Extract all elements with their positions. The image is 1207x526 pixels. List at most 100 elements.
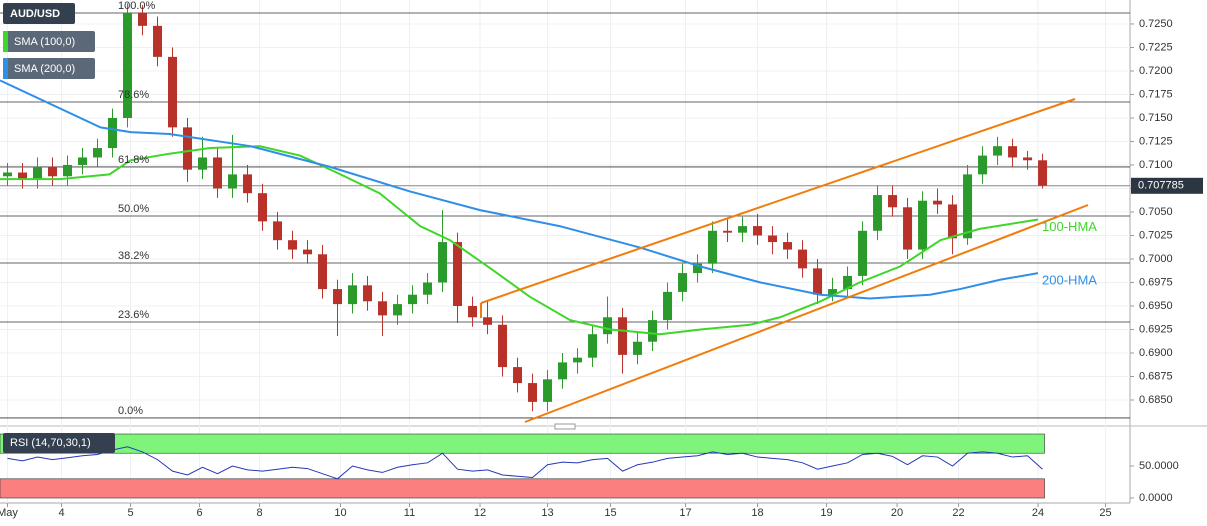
y-tick-label: 0.0000 xyxy=(1139,492,1173,504)
x-tick-label: May xyxy=(0,507,18,519)
candle-body xyxy=(258,193,268,222)
legend-entry: SMA (100,0) xyxy=(14,36,75,48)
last-price-box xyxy=(1131,177,1203,194)
series-label: 100-HMA xyxy=(1042,219,1097,234)
candle-body xyxy=(108,117,118,149)
fib-label: 23.6% xyxy=(118,309,149,321)
candle-body xyxy=(918,200,928,250)
y-tick-label: 0.7200 xyxy=(1139,65,1173,77)
candle-body xyxy=(438,242,448,283)
candle-body xyxy=(198,157,208,170)
candle-body xyxy=(588,334,598,358)
y-tick-label: 0.7225 xyxy=(1139,41,1173,53)
candle-body xyxy=(723,230,733,233)
y-tick-label: 0.7100 xyxy=(1139,159,1173,171)
candle-body xyxy=(963,174,973,239)
candle-body xyxy=(558,362,568,380)
candle-body xyxy=(888,195,898,208)
candle-body xyxy=(378,301,388,316)
candle-body xyxy=(183,127,193,170)
candle-body xyxy=(978,155,988,175)
legend-box xyxy=(3,31,95,52)
candle-body xyxy=(288,240,298,250)
candle-body xyxy=(318,254,328,290)
candle-body xyxy=(78,157,88,165)
candle-body xyxy=(528,383,538,402)
candle-body xyxy=(483,317,493,325)
candle-body xyxy=(663,291,673,321)
candle-body xyxy=(828,289,838,295)
last-price: 0.707785 xyxy=(1138,180,1184,192)
candle-body xyxy=(678,273,688,292)
candle-body xyxy=(738,226,748,233)
trend-line xyxy=(480,98,1076,304)
candle-body xyxy=(1038,160,1048,186)
y-tick-label: 0.7175 xyxy=(1139,88,1173,100)
candle-body xyxy=(513,367,523,384)
candle-body xyxy=(618,317,628,355)
candle-body xyxy=(228,174,238,189)
candle-body xyxy=(933,200,943,205)
symbol: AUD/USD xyxy=(10,8,60,20)
pane-handle xyxy=(554,423,576,430)
candle-body xyxy=(453,242,463,306)
candle-body xyxy=(813,268,823,295)
rsi-band xyxy=(0,478,1045,499)
candle-body xyxy=(873,195,883,231)
y-tick-label: 0.6925 xyxy=(1139,323,1173,335)
candle-body xyxy=(1008,146,1018,158)
x-tick-label: 24 xyxy=(1032,507,1044,519)
candle-body xyxy=(138,12,148,26)
y-tick-label: 0.6850 xyxy=(1139,394,1173,406)
legend-swatch xyxy=(3,58,8,79)
candle-body xyxy=(993,146,1003,156)
y-tick-label: 0.7050 xyxy=(1139,206,1173,218)
legend-box xyxy=(3,58,95,79)
candle-body xyxy=(753,226,763,236)
x-tick-label: 19 xyxy=(820,507,832,519)
y-tick-label: 0.6950 xyxy=(1139,300,1173,312)
y-tick-label: 0.7250 xyxy=(1139,18,1173,30)
candle-body xyxy=(498,324,508,368)
y-tick-label: 0.7025 xyxy=(1139,229,1173,241)
legend-entry: SMA (200,0) xyxy=(14,63,75,75)
rsi-line xyxy=(7,446,1043,480)
y-tick-label: 0.6875 xyxy=(1139,370,1173,382)
candle-body xyxy=(603,317,613,335)
candle-body xyxy=(303,249,313,255)
fib-label: 100.0% xyxy=(118,0,156,12)
candle-body xyxy=(48,166,58,177)
x-tick-label: 18 xyxy=(751,507,763,519)
candle-body xyxy=(783,242,793,250)
candle-body xyxy=(468,305,478,318)
y-tick-label: 0.7000 xyxy=(1139,253,1173,265)
y-tick-label: 0.7150 xyxy=(1139,112,1173,124)
symbol-box xyxy=(3,3,75,24)
rsi-band xyxy=(0,433,1045,454)
series-label: 200-HMA xyxy=(1042,273,1097,288)
x-tick-label: 20 xyxy=(891,507,903,519)
candle-body xyxy=(363,285,373,302)
fib-label: 78.6% xyxy=(118,89,149,101)
candle-body xyxy=(633,341,643,355)
y-tick-label: 0.7125 xyxy=(1139,135,1173,147)
y-tick-label: 50.0000 xyxy=(1139,460,1179,472)
candle-body xyxy=(843,275,853,290)
candle-body xyxy=(693,263,703,274)
fib-label: 38.2% xyxy=(118,250,149,262)
candle-body xyxy=(333,289,343,305)
candle-body xyxy=(423,282,433,295)
candle-body xyxy=(93,148,103,158)
candle-body xyxy=(63,164,73,177)
fib-label: 61.8% xyxy=(118,154,149,166)
hma-line xyxy=(0,79,1039,300)
hma-line xyxy=(0,145,1039,336)
candle-body xyxy=(648,320,658,342)
x-tick-label: 12 xyxy=(474,507,486,519)
x-tick-label: 25 xyxy=(1099,507,1111,519)
x-tick-label: 5 xyxy=(127,507,133,519)
fib-label: 50.0% xyxy=(118,203,149,215)
x-tick-label: 15 xyxy=(604,507,616,519)
candle-body xyxy=(213,157,223,189)
